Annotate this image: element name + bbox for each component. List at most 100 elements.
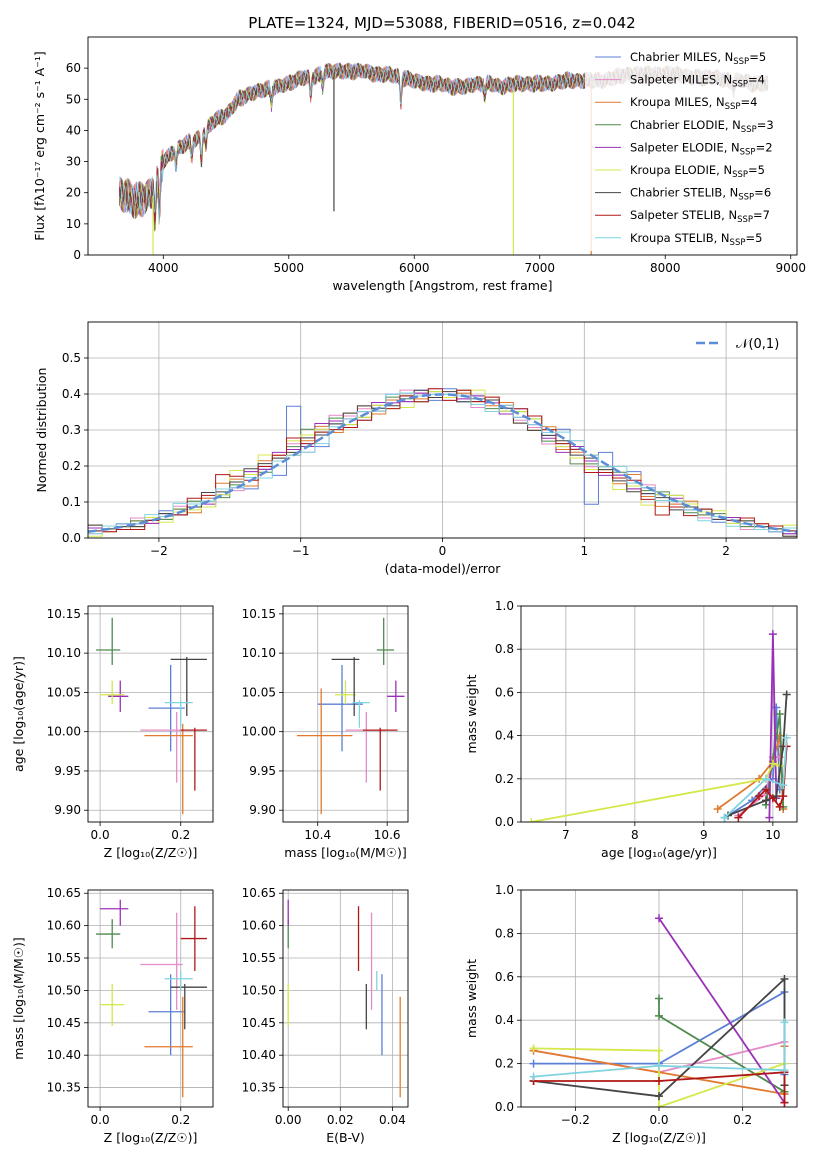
errorbar-point — [296, 688, 353, 815]
plot-frame — [520, 605, 798, 823]
legend: 𝒩(0,1) — [696, 337, 779, 352]
plot-frame — [282, 889, 409, 1108]
weight-marker — [755, 792, 764, 801]
x-tick-label: 0.00 — [275, 1113, 302, 1127]
x-axis-label: mass [log₁₀(M/M☉)] — [284, 845, 406, 860]
legend-nssp-eq: = — [740, 95, 750, 109]
grid — [283, 606, 408, 822]
weight-marker — [655, 1076, 663, 1085]
y-tick-label: 0.6 — [495, 685, 514, 699]
legend-nssp-eq: = — [749, 50, 759, 64]
ticks: −2 −1 0 1 2 0.0 0.1 0.2 0.3 0.4 0.5 — [62, 351, 730, 558]
errorbar-point — [100, 680, 125, 705]
weight-marker — [655, 1103, 663, 1107]
plot-frame — [520, 889, 798, 1108]
y-tick-label: 0.3 — [62, 423, 81, 437]
weight-marker — [655, 1011, 663, 1020]
chart-age_vs_mass: 10.4 10.6 9.90 9.95 10.00 10.05 10.10 10.15 mass… — [242, 605, 409, 860]
legend-nssp-prefix: , N — [714, 231, 730, 245]
weight-marker — [768, 630, 777, 639]
y-tick-label: 10.40 — [47, 1048, 81, 1062]
plot-area — [529, 914, 789, 1107]
y-tick-label: 9.90 — [249, 803, 276, 817]
y-tick-label: 0.4 — [62, 387, 81, 401]
y-tick-label: 0.0 — [495, 815, 514, 829]
legend-nssp-value: 3 — [766, 118, 773, 132]
y-tick-label: 0.5 — [62, 351, 81, 365]
plot-frame — [87, 321, 798, 539]
y-tick-label: 9.95 — [54, 764, 81, 778]
y-tick-label: 10.50 — [242, 983, 276, 997]
y-axis-label: mass weight — [464, 959, 479, 1038]
errorbar-point — [100, 899, 129, 926]
y-tick-label: 10.35 — [47, 1081, 81, 1095]
x-tick-label: 7000 — [524, 261, 555, 275]
plot-area — [88, 388, 797, 537]
legend-nssp-value: 5 — [758, 163, 765, 177]
errorbar-point — [140, 912, 183, 1010]
grid — [88, 890, 213, 1107]
weight-marker — [655, 1061, 663, 1070]
x-tick-label: 8 — [631, 828, 639, 842]
grid — [88, 606, 213, 822]
y-axis-label: mass [log₁₀(M/M☉)] — [11, 937, 26, 1059]
errorbar-point — [144, 996, 193, 1098]
weight-marker — [529, 1059, 538, 1068]
errorbar-point — [387, 680, 405, 713]
legend-nssp-prefix: , N — [721, 208, 737, 222]
ticks: 0.0 0.2 10.35 10.40 10.45 10.50 10.55 10.60 10.6… — [47, 886, 191, 1127]
y-tick-label: 10.00 — [242, 725, 276, 739]
x-axis-label: (data-model)/error — [385, 561, 502, 576]
y-tick-label: 0.6 — [495, 970, 514, 984]
legend-nssp-prefix: , N — [717, 50, 733, 64]
chart-title: PLATE=1324, MJD=53088, FIBERID=0516, z=0… — [248, 14, 635, 32]
legend-nssp-value: 5 — [755, 231, 762, 245]
legend-series-name: Kroupa MILES — [630, 95, 709, 109]
y-tick-label: 0.0 — [495, 1100, 514, 1114]
y-tick-label: 1.0 — [495, 599, 514, 613]
ticks: −0.2 0.0 0.2 0.0 0.2 0.4 0.6 0.8 1.0 — [495, 883, 752, 1127]
ticks: 7 8 9 10 0.0 0.2 0.4 0.6 0.8 1.0 — [495, 599, 781, 842]
x-tick-label: −1 — [292, 544, 310, 558]
errorbar-point — [164, 700, 193, 728]
y-tick-label: 10.60 — [242, 919, 276, 933]
y-tick-label: 10.65 — [47, 886, 81, 900]
weight-marker — [780, 1018, 789, 1027]
chart-residuals: −2 −1 0 1 2 0.0 0.1 0.2 0.3 0.4 0.5 (data-model)/er… — [34, 321, 798, 576]
legend-series-name: Kroupa ELODIE — [630, 163, 716, 177]
x-axis-label: E(B-V) — [326, 1130, 365, 1145]
x-tick-label: 8000 — [650, 261, 681, 275]
y-tick-label: 20 — [66, 186, 81, 200]
legend-nssp-value: 4 — [758, 73, 765, 87]
x-tick-label: 0.04 — [379, 1113, 406, 1127]
x-axis-label: Z [log₁₀(Z/Z☉)] — [612, 1130, 706, 1145]
legend-label: Chabrier STELIB, NSSP=6 — [630, 186, 771, 203]
x-tick-label: 0.2 — [733, 1113, 752, 1127]
plot-area — [96, 899, 207, 1098]
legend-label: Kroupa STELIB, NSSP=5 — [630, 231, 762, 248]
chart-mass_vs_ebv: 0.00 0.02 0.04 10.35 10.40 10.45 10.50 10.55 10.… — [242, 886, 409, 1145]
legend-label: 𝒩(0,1) — [736, 337, 779, 352]
y-tick-label: 1.0 — [495, 883, 514, 897]
y-tick-label: 40 — [66, 123, 81, 137]
legend-nssp-eq: = — [754, 186, 764, 200]
weight-marker — [775, 710, 784, 718]
weight-marker — [527, 818, 536, 822]
legend-series-name: Chabrier ELODIE — [630, 118, 725, 132]
legend-nssp-eq: = — [748, 163, 758, 177]
legend-series-name: Chabrier MILES — [630, 50, 717, 64]
plot-area — [96, 617, 207, 815]
x-tick-label: 10.6 — [374, 828, 401, 842]
x-tick-label: 0.02 — [327, 1113, 354, 1127]
errorbar-point — [164, 970, 193, 991]
ticks: 4000 5000 6000 7000 8000 9000 0 10 20 30 40 50 60 — [66, 61, 806, 275]
legend-nssp-eq: = — [748, 73, 758, 87]
weight-marker — [780, 974, 789, 983]
legend-nssp-sub: SSP — [741, 125, 757, 135]
legend-label: Chabrier MILES, NSSP=5 — [630, 50, 766, 67]
errorbar-point — [144, 723, 193, 815]
y-tick-label: 10.60 — [47, 919, 81, 933]
x-tick-label: 1 — [580, 544, 588, 558]
errorbar-point — [140, 712, 183, 783]
